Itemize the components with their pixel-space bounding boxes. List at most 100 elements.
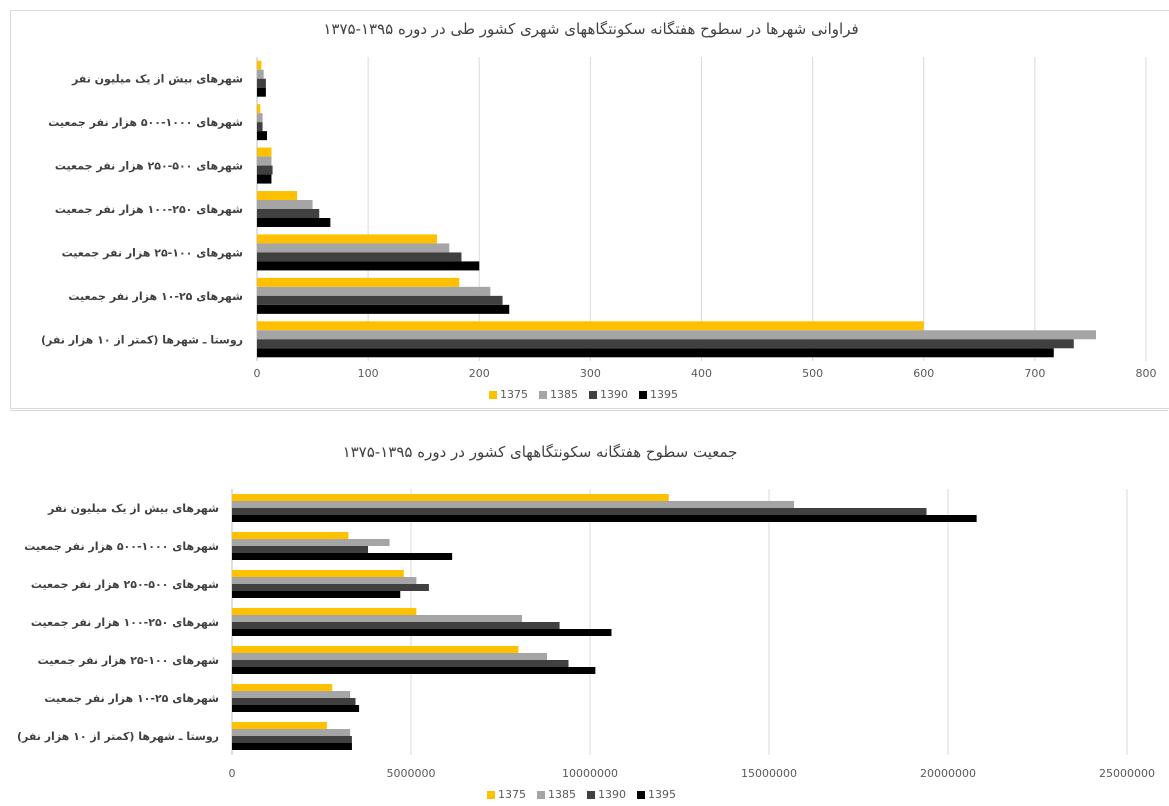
bar-1375: [257, 321, 924, 331]
category-label: روستا ـ شهرها (کمتر از ۱۰ هزار نفر): [17, 730, 219, 743]
bar-1395: [257, 348, 1054, 358]
legend-swatch-1390: [589, 391, 597, 399]
category-label: شهرهای ۱۰۰-۲۵ هزار نفر جمعیت: [38, 654, 219, 667]
legend-label-1375: 1375: [500, 388, 528, 401]
legend-label-1375: 1375: [498, 788, 526, 801]
bar-1375: [232, 608, 417, 615]
frequency-chart: فراوانی شهرها در سطوح هفتگانه سکونتگاهها…: [41, 20, 1157, 401]
legend-swatch-1395: [637, 791, 645, 799]
bar-1395: [232, 743, 352, 750]
x-tick-label: 5000000: [387, 767, 436, 780]
x-tick-label: 400: [691, 367, 712, 380]
bar-1395: [257, 87, 266, 97]
x-tick-label: 500: [802, 367, 823, 380]
chart-title: فراوانی شهرها در سطوح هفتگانه سکونتگاهها…: [323, 20, 858, 38]
bar-1375: [257, 234, 438, 244]
bar-1390: [257, 78, 266, 88]
bar-1385: [257, 200, 313, 209]
bar-1390: [257, 252, 462, 262]
category-label: شهرهای بیش از یک میلیون نفر: [71, 73, 243, 86]
bar-1375: [232, 570, 404, 577]
bar-1385: [232, 539, 390, 546]
chart-panel-population: جمعیت سطوح هفتگانه سکونتگاههای کشور در د…: [10, 410, 1168, 802]
category-label: شهرهای ۵۰۰-۲۵۰ هزار نفر جمعیت: [55, 160, 243, 173]
legend-swatch-1385: [539, 391, 547, 399]
bar-1390: [232, 660, 569, 667]
bar-1375: [257, 60, 262, 70]
population-chart: جمعیت سطوح هفتگانه سکونتگاههای کشور در د…: [17, 443, 1155, 801]
legend-label-1385: 1385: [548, 788, 576, 801]
x-tick-label: 700: [1024, 367, 1045, 380]
legend-swatch-1395: [639, 391, 647, 399]
bar-1395: [232, 591, 401, 598]
legend-swatch-1385: [537, 791, 545, 799]
category-label: شهرهای ۲۵-۱۰ هزار نفر جمعیت: [44, 692, 219, 705]
x-tick-label: 10000000: [562, 767, 618, 780]
bar-1385: [257, 243, 450, 253]
bar-1385: [257, 286, 491, 296]
x-tick-label: 200: [469, 367, 490, 380]
bar-1385: [232, 653, 548, 660]
bar-1375: [257, 147, 272, 157]
bar-1375: [232, 646, 519, 653]
category-label: شهرهای ۱۰۰-۲۵ هزار نفر جمعیت: [62, 246, 243, 259]
legend-swatch-1375: [489, 391, 497, 399]
legend-swatch-1390: [587, 791, 595, 799]
bar-1375: [257, 104, 261, 114]
bar-1390: [232, 584, 429, 591]
bar-1375: [232, 494, 669, 501]
category-label: شهرهای ۵۰۰-۲۵۰ هزار نفر جمعیت: [31, 578, 219, 591]
bar-1375: [257, 277, 460, 287]
bar-1385: [257, 69, 264, 79]
bar-1385: [232, 615, 522, 622]
bar-1375: [257, 191, 298, 200]
bar-1385: [257, 113, 263, 123]
legend-label-1390: 1390: [598, 788, 626, 801]
bar-1390: [257, 165, 273, 175]
bar-1390: [232, 698, 356, 705]
bar-1385: [232, 729, 351, 736]
x-tick-label: 0: [229, 767, 236, 780]
legend-label-1390: 1390: [600, 388, 628, 401]
x-tick-label: 20000000: [920, 767, 976, 780]
bar-1390: [232, 622, 560, 629]
x-tick-label: 100: [358, 367, 379, 380]
x-tick-label: 25000000: [1099, 767, 1155, 780]
legend-label-1395: 1395: [650, 388, 678, 401]
category-label: شهرهای ۲۵۰-۱۰۰ هزار نفر جمعیت: [55, 203, 243, 216]
bar-1390: [232, 508, 927, 515]
bar-1395: [257, 174, 272, 184]
legend-label-1385: 1385: [550, 388, 578, 401]
bar-1385: [232, 501, 795, 508]
bar-1395: [232, 515, 977, 522]
category-label: شهرهای بیش از یک میلیون نفر: [47, 502, 219, 515]
category-label: شهرهای ۱۰۰۰-۵۰۰ هزار نفر جمعیت: [24, 540, 219, 553]
bar-1395: [232, 553, 453, 560]
bar-1375: [232, 684, 333, 691]
x-tick-label: 0: [254, 367, 261, 380]
category-label: روستا ـ شهرها (کمتر از ۱۰ هزار نفر): [41, 333, 243, 346]
x-tick-label: 300: [580, 367, 601, 380]
bar-1385: [232, 577, 417, 584]
x-tick-label: 15000000: [741, 767, 797, 780]
bar-1390: [257, 339, 1074, 349]
bar-1395: [257, 131, 268, 141]
bar-1395: [232, 705, 360, 712]
category-label: شهرهای ۱۰۰۰-۵۰۰ هزار نفر جمعیت: [48, 116, 243, 129]
legend-label-1395: 1395: [648, 788, 676, 801]
legend-swatch-1375: [487, 791, 495, 799]
bar-1390: [232, 736, 352, 743]
bar-1385: [257, 156, 272, 166]
x-tick-label: 600: [913, 367, 934, 380]
bar-1385: [232, 691, 351, 698]
bar-1390: [232, 546, 369, 553]
bar-1395: [257, 261, 480, 271]
bar-1395: [257, 304, 510, 314]
bar-1375: [232, 722, 327, 729]
bar-1375: [232, 532, 349, 539]
bar-1390: [257, 122, 263, 132]
bar-1395: [232, 629, 612, 636]
bar-1395: [232, 667, 596, 674]
category-label: شهرهای ۲۵۰-۱۰۰ هزار نفر جمعیت: [31, 616, 219, 629]
bar-1395: [257, 218, 331, 227]
